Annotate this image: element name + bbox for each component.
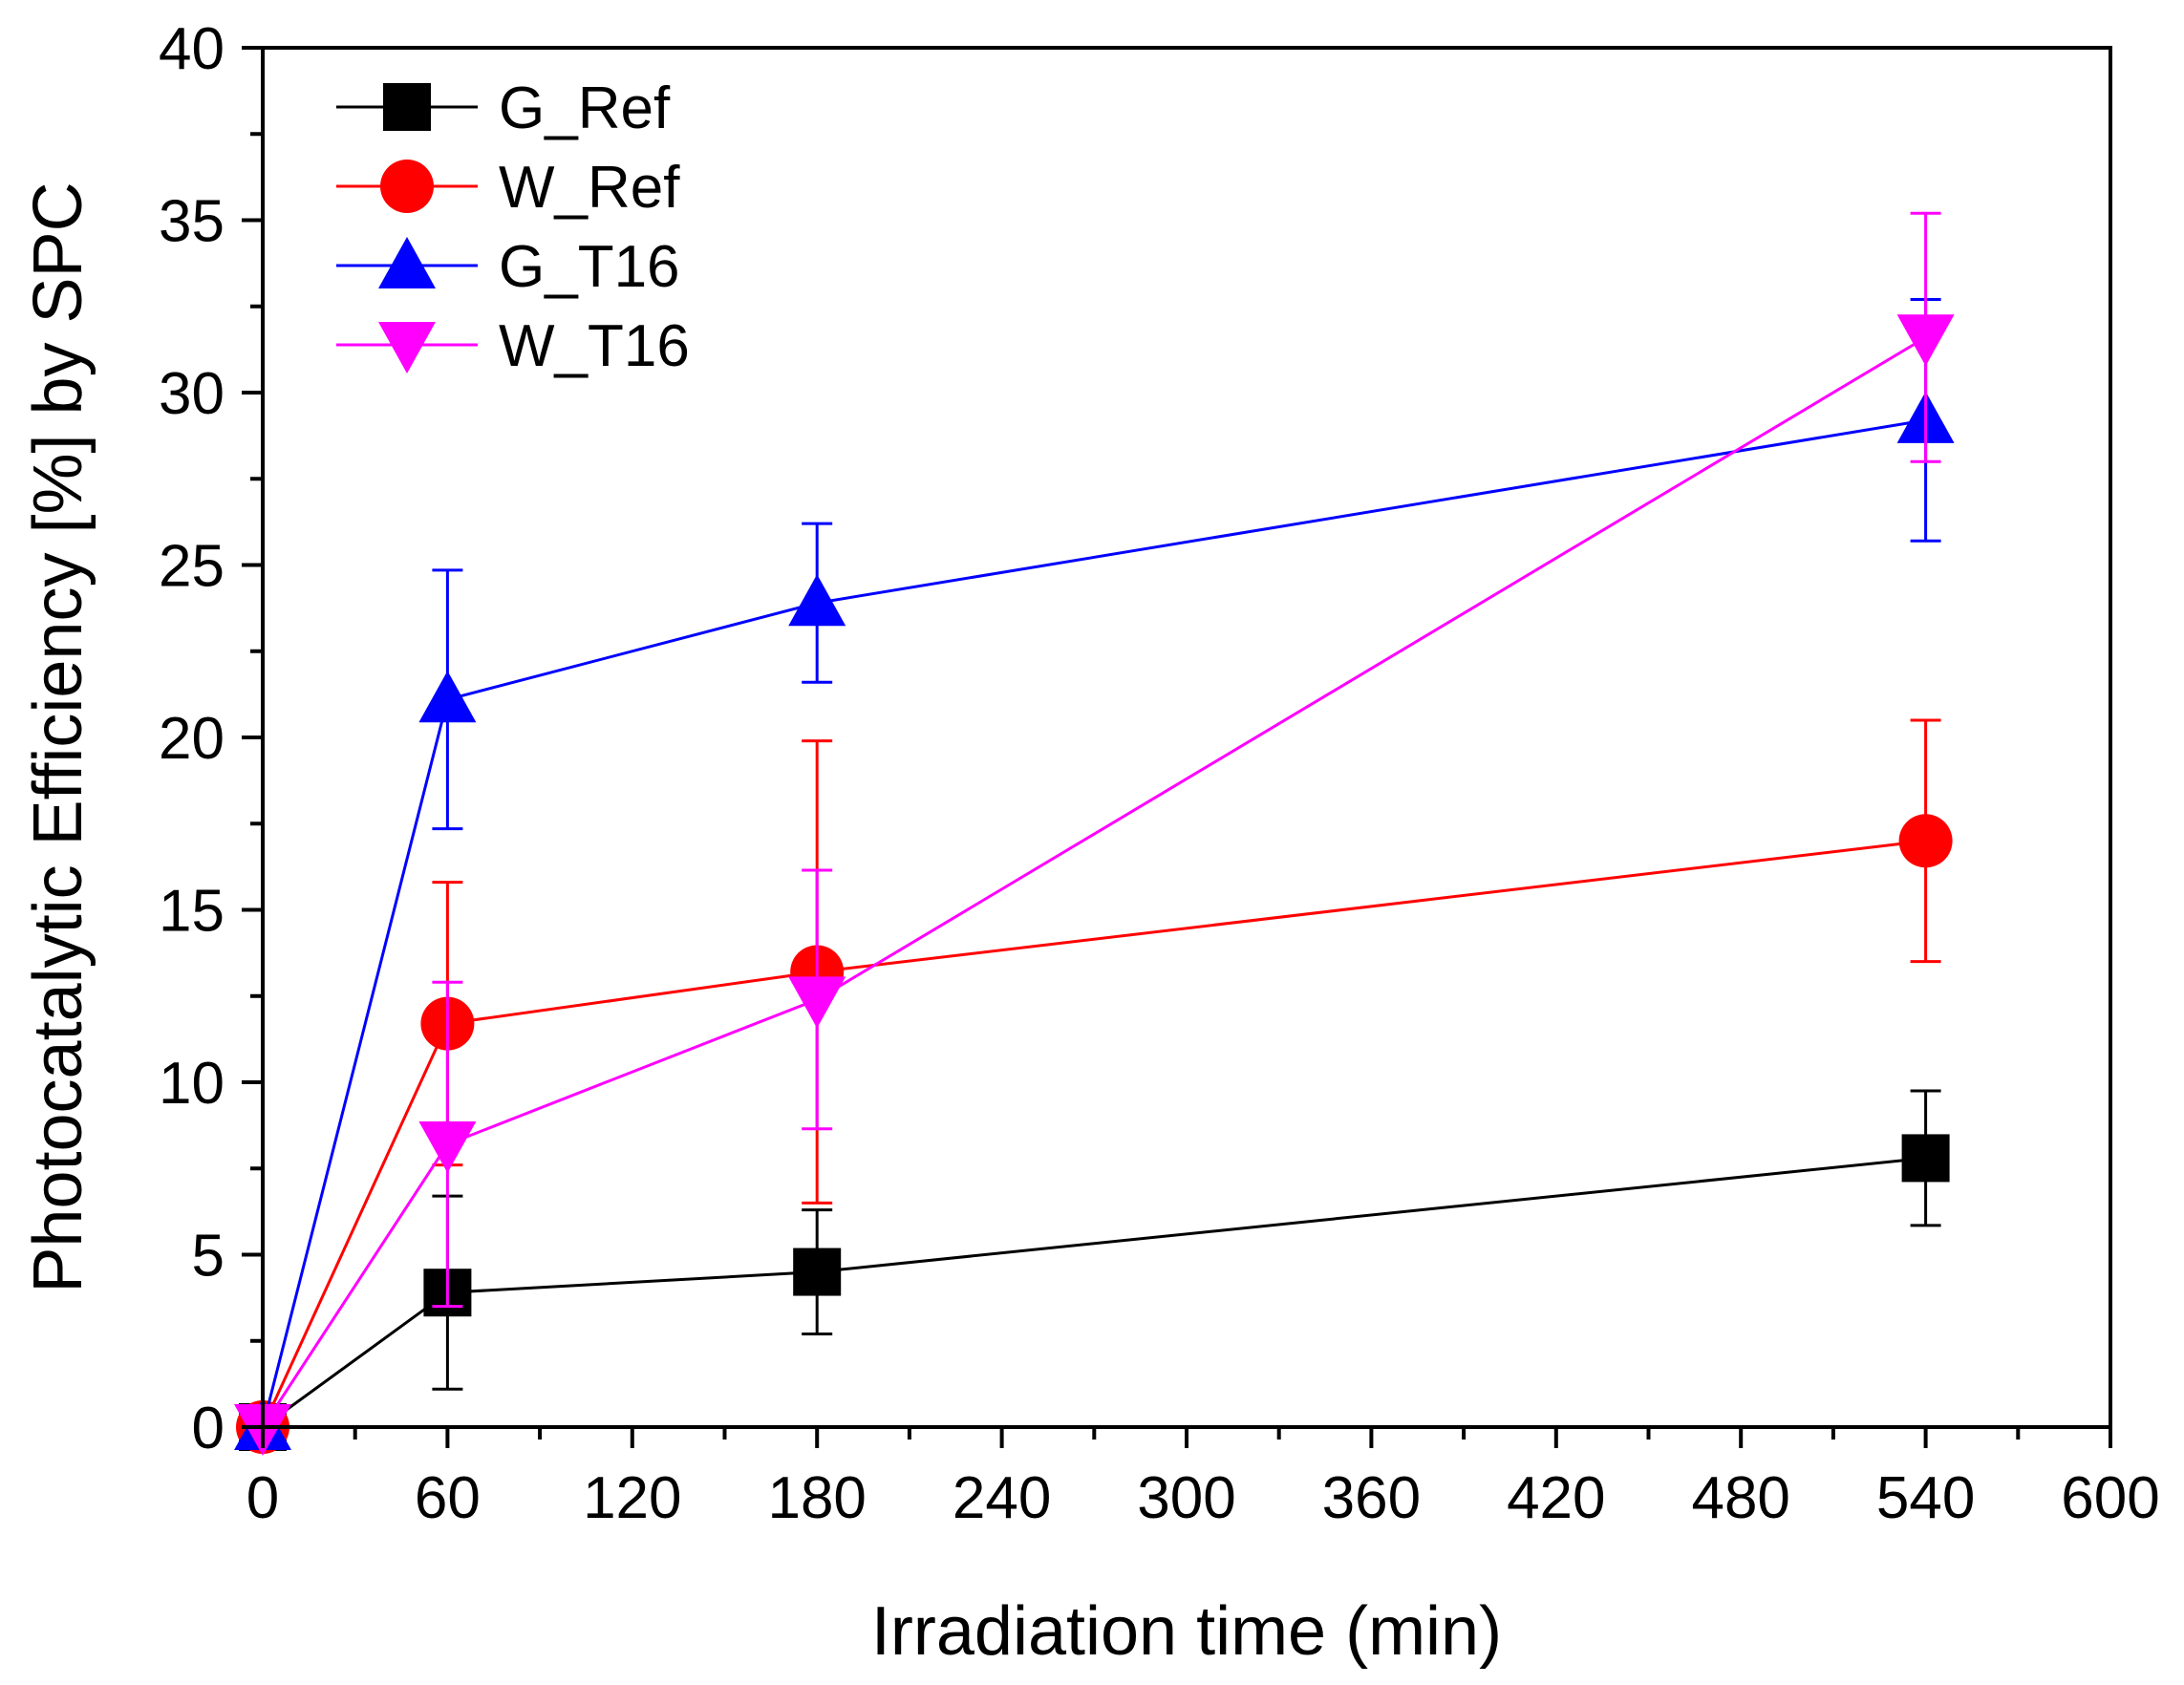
x-tick-label: 300 (1137, 1465, 1235, 1531)
x-tick-label: 0 (246, 1465, 279, 1531)
x-tick-label: 600 (2061, 1465, 2159, 1531)
data-point-G_Ref (793, 1248, 842, 1296)
y-tick-label: 15 (159, 879, 225, 945)
y-tick-label: 30 (159, 361, 225, 427)
series-G_Ref (239, 1089, 1950, 1451)
x-tick-label: 480 (1691, 1465, 1789, 1531)
y-tick-label: 5 (192, 1224, 225, 1290)
x-tick-label: 420 (1507, 1465, 1605, 1531)
x-axis-label: Irradiation time (min) (871, 1593, 1502, 1670)
y-tick-label: 35 (159, 189, 225, 255)
series-W_T16 (234, 211, 1955, 1456)
data-point-G_T16 (418, 671, 477, 723)
series-line-G_Ref (262, 1156, 1926, 1429)
y-tick-label: 20 (159, 706, 225, 772)
legend-item-W_T16: W_T16 (336, 313, 690, 379)
legend-item-W_Ref: W_Ref (336, 155, 680, 221)
series-W_Ref (236, 718, 1953, 1454)
data-point-G_T16 (788, 574, 846, 627)
data-point-W_T16 (1896, 314, 1955, 367)
x-tick-label: 360 (1322, 1465, 1421, 1531)
legend-label-G_T16: G_T16 (499, 234, 680, 300)
legend-marker-G_T16 (378, 237, 436, 288)
series-G_T16 (234, 298, 1955, 1450)
y-tick-label: 25 (159, 534, 225, 600)
series-line-G_T16 (261, 418, 1926, 1428)
y-tick-label: 10 (159, 1051, 225, 1117)
data-point-W_T16 (418, 1120, 477, 1173)
y-axis-label: Photocatalytic Efficiency [%] by SPC (20, 181, 96, 1292)
x-tick-label: 540 (1876, 1465, 1975, 1531)
series-line-W_T16 (261, 335, 1927, 1428)
x-tick-label: 240 (953, 1465, 1051, 1531)
legend-item-G_T16: G_T16 (336, 234, 680, 300)
series-line-W_Ref (261, 839, 1926, 1428)
data-point-W_Ref (1898, 814, 1953, 868)
legend-marker-W_Ref (380, 160, 434, 213)
x-tick-label: 60 (415, 1465, 481, 1531)
legend-label-W_Ref: W_Ref (499, 155, 680, 221)
legend-item-G_Ref: G_Ref (336, 75, 671, 141)
legend-label-G_Ref: G_Ref (499, 75, 671, 141)
legend-label-W_T16: W_T16 (499, 313, 690, 379)
y-tick-label: 0 (192, 1396, 225, 1461)
legend-marker-W_T16 (378, 322, 436, 373)
x-tick-label: 180 (767, 1465, 866, 1531)
data-point-G_Ref (1901, 1134, 1950, 1183)
y-tick-label: 40 (159, 16, 225, 82)
x-tick-label: 120 (583, 1465, 681, 1531)
legend-marker-G_Ref (383, 83, 431, 131)
data-point-W_T16 (788, 976, 846, 1029)
